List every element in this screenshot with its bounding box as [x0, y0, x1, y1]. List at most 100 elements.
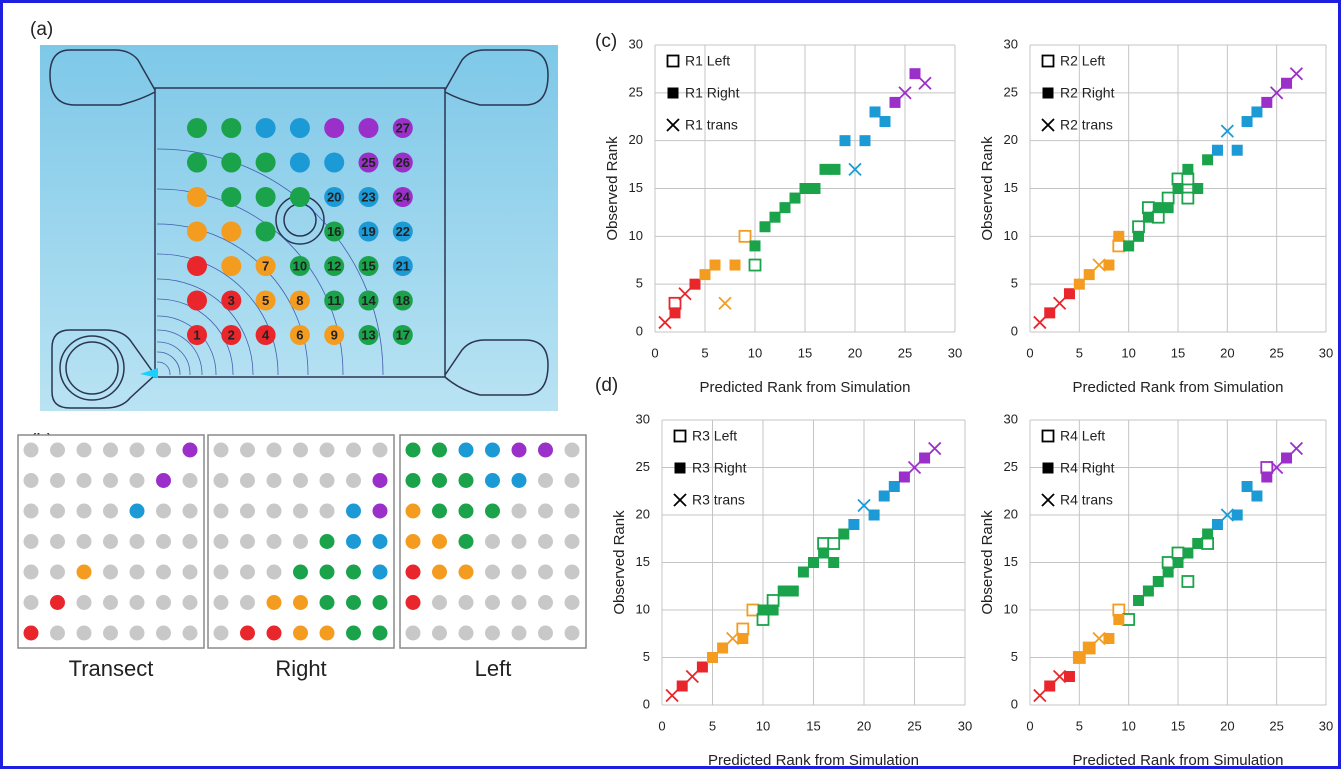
dot-label: 8: [296, 293, 303, 308]
dot: [50, 626, 65, 641]
point: [1043, 56, 1054, 67]
point: [1064, 671, 1075, 682]
dot: [373, 504, 388, 519]
dot: [346, 473, 361, 488]
point: [668, 88, 679, 99]
x-tick-label: 10: [748, 345, 762, 360]
dot: [77, 626, 92, 641]
point: [1043, 463, 1054, 474]
x-axis-label: Predicted Rank from Simulation: [1073, 379, 1284, 396]
legend-label: R3 Left: [692, 428, 737, 444]
dot-label: 27: [396, 120, 410, 135]
point: [1232, 145, 1243, 156]
y-tick-label: 30: [1004, 36, 1018, 51]
point: [1133, 231, 1144, 242]
x-tick-label: 0: [1026, 345, 1033, 360]
point: [1251, 106, 1262, 117]
dot: [538, 565, 553, 580]
point: [1103, 260, 1114, 271]
dot-label: 24: [396, 189, 411, 204]
dot-label: 5: [262, 293, 269, 308]
dot: [373, 626, 388, 641]
point: [1173, 557, 1184, 568]
dot: [103, 565, 118, 580]
point: [1232, 510, 1243, 521]
dot: [130, 626, 145, 641]
point: [1182, 164, 1193, 175]
point: [679, 288, 691, 300]
dot: [320, 595, 335, 610]
point: [1034, 690, 1046, 702]
point: [860, 135, 871, 146]
dot: [512, 626, 527, 641]
point: [707, 652, 718, 663]
legend-label: R2 trans: [1060, 117, 1113, 133]
y-tick-label: 0: [1011, 323, 1018, 338]
y-tick-label: 25: [629, 84, 643, 99]
point: [686, 671, 698, 683]
dot: [485, 473, 500, 488]
y-axis-label: Observed Rank: [604, 136, 621, 241]
dot: [50, 443, 65, 458]
dot: [183, 626, 198, 641]
point: [1042, 494, 1054, 506]
point: [1261, 462, 1272, 473]
grid-label: Transect: [69, 656, 154, 681]
dot: [214, 565, 229, 580]
x-tick-label: 5: [1076, 345, 1083, 360]
point: [840, 135, 851, 146]
dot: [565, 473, 580, 488]
y-tick-label: 5: [1011, 276, 1018, 291]
point: [1182, 173, 1193, 184]
dot: [183, 595, 198, 610]
point: [1042, 119, 1054, 131]
y-tick-label: 25: [636, 459, 650, 474]
point: [929, 443, 941, 455]
point: [1034, 316, 1046, 328]
point: [1123, 240, 1134, 251]
y-axis-label: Observed Rank: [611, 510, 628, 615]
dot: [432, 534, 447, 549]
x-tick-label: 15: [798, 345, 812, 360]
dot: [183, 534, 198, 549]
y-tick-label: 0: [1011, 696, 1018, 711]
y-tick-label: 20: [1004, 132, 1018, 147]
legend-label: R4 Right: [1060, 460, 1115, 476]
dot-label: 14: [361, 293, 376, 308]
y-tick-label: 0: [636, 323, 643, 338]
dot: [24, 473, 39, 488]
point: [879, 491, 890, 502]
y-tick-label: 10: [636, 601, 650, 616]
dot: [512, 504, 527, 519]
x-tick-label: 30: [1319, 345, 1333, 360]
dot: [103, 626, 118, 641]
point: [820, 164, 831, 175]
dot: [373, 534, 388, 549]
point: [770, 212, 781, 223]
x-tick-label: 5: [1076, 718, 1083, 733]
dot: [130, 443, 145, 458]
point: [675, 463, 686, 474]
dot-label: 13: [361, 327, 375, 342]
dot: [183, 504, 198, 519]
x-tick-label: 25: [1269, 345, 1283, 360]
y-tick-label: 15: [636, 554, 650, 569]
dot-label: 12: [327, 258, 341, 273]
dot: [432, 595, 447, 610]
dot: [346, 443, 361, 458]
dot: [432, 565, 447, 580]
x-tick-label: 30: [958, 718, 972, 733]
point: [1173, 183, 1184, 194]
point: [870, 106, 881, 117]
dot-label: 25: [361, 155, 375, 170]
point: [919, 77, 931, 89]
point: [1093, 633, 1105, 645]
dot: [565, 595, 580, 610]
dot: [293, 473, 308, 488]
dot: [485, 443, 500, 458]
dot-label: 9: [331, 327, 338, 342]
dot: [267, 595, 282, 610]
dot: [432, 626, 447, 641]
point: [1290, 68, 1302, 80]
dot: [187, 153, 207, 173]
